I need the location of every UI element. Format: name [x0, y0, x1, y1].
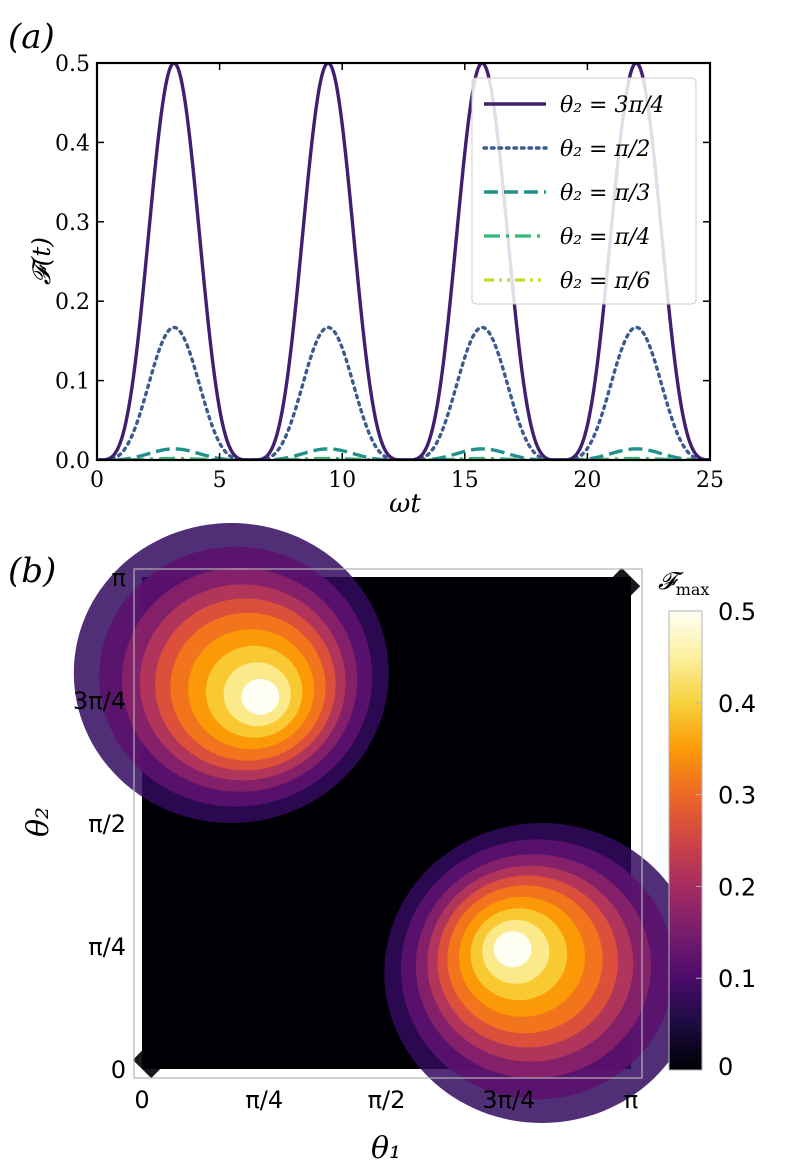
y-axis-label-a: 𝓕(t): [27, 237, 56, 285]
colorbar-tick-label: 0.2: [718, 873, 756, 901]
colorbar: 𝓕max 0 0.1 0.2 0.3 0.4 0.5: [658, 567, 756, 1081]
colorbar-tick-label: 0.1: [718, 965, 756, 993]
plot-frame-b: [133, 568, 643, 1079]
x-tick-label: 0: [90, 468, 104, 493]
heatmap-image: [73, 523, 700, 1123]
colorbar-title: 𝓕max: [658, 567, 709, 599]
x-tick-label: 25: [696, 468, 724, 493]
panel-a-label: (a): [8, 17, 55, 57]
y-tick-label: 3π/4: [73, 687, 126, 715]
x-axis-a: 0 5 10 15 20 25: [90, 63, 724, 493]
y-tick-label: 0.4: [55, 131, 90, 156]
colorbar-tick-label: 0.4: [718, 690, 756, 718]
x-axis-label-b: θ₁: [371, 1131, 401, 1164]
zero-diagonal: [132, 567, 641, 1079]
colorbar-gradient: [668, 610, 703, 1071]
y-tick-label: 0.2: [55, 290, 90, 315]
colorbar-title-subscript: max: [676, 580, 710, 599]
x-tick-label: 0: [134, 1086, 149, 1114]
x-axis-b: 0 π/4 π/2 3π/4 π: [134, 1086, 638, 1114]
y-tick-label: 0.1: [55, 370, 90, 395]
y-tick-label: π/4: [88, 933, 126, 961]
x-tick-label: π/4: [245, 1086, 283, 1114]
line-chart-a: 0 5 10 15 20 25 0.0 0.1 0.2 0.3 0.4 0.5 ωt 𝓕(t) θ₂…: [27, 52, 724, 519]
y-axis-label-b: θ₂: [21, 807, 56, 837]
x-tick-label: 5: [213, 468, 227, 493]
y-axis-a: 0.0 0.1 0.2 0.3 0.4 0.5: [55, 52, 710, 474]
x-axis-label-a: ωt: [389, 489, 421, 519]
series-line-1: [97, 325, 710, 460]
x-tick-label: 10: [328, 468, 356, 493]
y-axis-b: 0 π/4 π/2 3π/4 π: [73, 564, 126, 1084]
x-tick-label: π: [624, 1086, 638, 1114]
y-tick-label: π: [112, 564, 126, 592]
legend-label-3: θ₂ = π/4: [560, 225, 650, 250]
legend-box: [471, 77, 697, 305]
heatmap-region-0-9: [241, 678, 280, 715]
plot-frame-a: [95, 61, 712, 462]
x-tick-label: 15: [451, 468, 479, 493]
heatmap-region-1-9: [493, 931, 532, 968]
colorbar-tick-label: 0.3: [718, 782, 756, 810]
y-tick-label: π/2: [88, 810, 126, 838]
y-tick-label: 0.0: [55, 449, 90, 474]
x-tick-label: π/2: [368, 1086, 406, 1114]
x-tick-label: 20: [573, 468, 601, 493]
series-line-2: [97, 447, 710, 460]
panel-b-label: (b): [8, 551, 56, 591]
y-tick-label: 0.3: [55, 211, 90, 236]
legend-label-1: θ₂ = π/2: [560, 137, 650, 162]
y-tick-label: 0: [111, 1056, 126, 1084]
y-tick-label: 0.5: [55, 52, 90, 77]
legend-label-4: θ₂ = π/6: [560, 269, 650, 294]
colorbar-tick-label: 0: [718, 1053, 733, 1081]
legend-label-0: θ₂ = 3π/4: [560, 93, 664, 118]
legend-label-2: θ₂ = π/3: [560, 181, 650, 206]
legend-a: θ₂ = 3π/4 θ₂ = π/2 θ₂ = π/3 θ₂ = π/4 θ₂ = π/…: [471, 77, 697, 305]
colorbar-tick-label: 0.5: [718, 598, 756, 626]
x-tick-label: 3π/4: [482, 1086, 535, 1114]
heatmap-b: 0 π/4 π/2 3π/4 π 0 π/4 π/2 3π/4 π θ₁ θ₂ 𝓕max 0 0.…: [21, 523, 756, 1164]
